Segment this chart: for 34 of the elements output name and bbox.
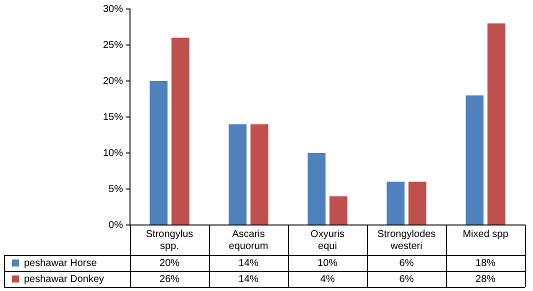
bar [386, 182, 405, 224]
text: 28% [475, 274, 496, 285]
text: 18% [475, 258, 496, 269]
x-tick-label: Strongylus spp. [146, 228, 194, 252]
bar [308, 153, 326, 224]
x-tick-label: Mixed spp [462, 228, 509, 240]
x-tick-label: Oxyuris equi [310, 228, 344, 252]
y-tick-label: 15% [103, 112, 124, 123]
y-tick-label: 25% [103, 40, 124, 51]
y-tick-label: 0% [108, 220, 124, 231]
legend-label: peshawar Donkey [24, 274, 104, 285]
text: 14% [238, 274, 259, 285]
x-tick-label: Strongylodes westeri [377, 228, 436, 252]
x-tick-label: Ascaris equorum [228, 228, 268, 252]
bar [329, 196, 348, 224]
bar [150, 81, 168, 224]
text: 6% [399, 274, 414, 285]
legend-label: peshawar Horse [24, 258, 98, 269]
y-tick-label: 10% [103, 148, 124, 159]
y-tick-label: 5% [108, 184, 124, 195]
text: 4% [320, 274, 335, 285]
y-tick-label: 20% [103, 76, 124, 87]
bar [408, 182, 426, 224]
text: 10% [318, 258, 338, 269]
bar [487, 23, 506, 224]
bar [466, 95, 484, 224]
text: 14% [238, 258, 259, 269]
bar [250, 124, 268, 224]
y-tick-label: 30% [103, 4, 124, 15]
bar [228, 124, 247, 224]
bar [171, 38, 190, 224]
text: 20% [160, 258, 180, 269]
text: 6% [399, 258, 414, 269]
text: 26% [160, 274, 180, 285]
